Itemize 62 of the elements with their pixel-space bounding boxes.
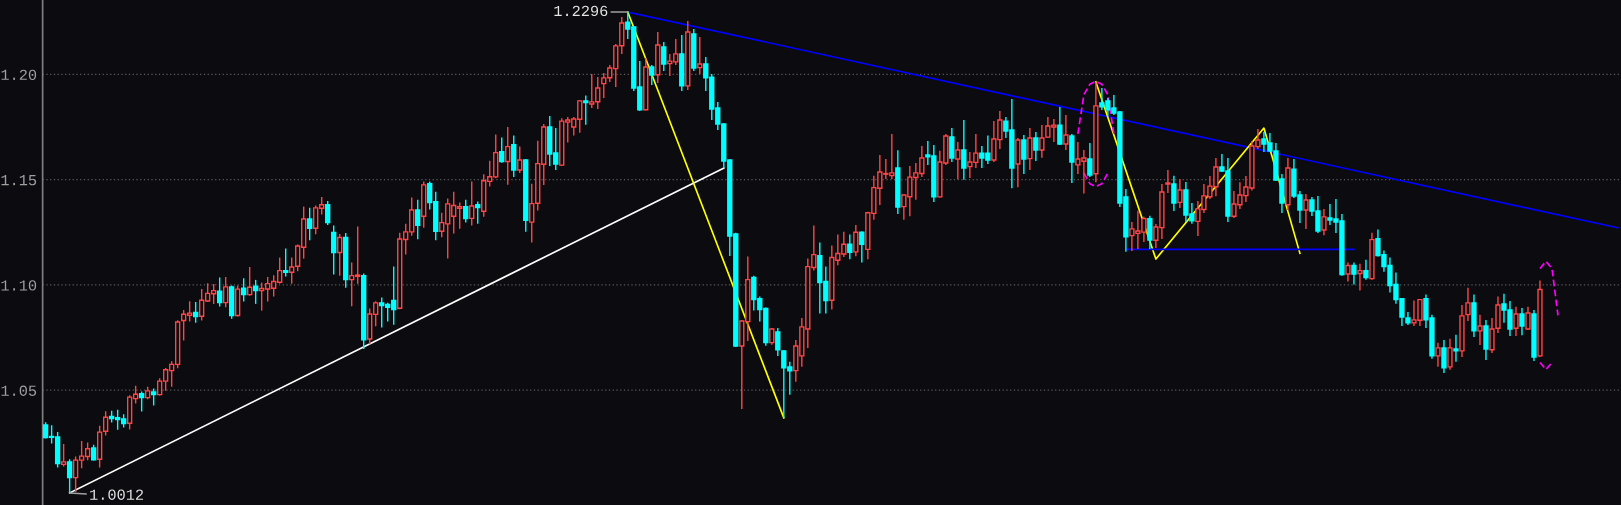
- candlestick: [661, 41, 667, 72]
- candlestick: [463, 198, 469, 224]
- y-tick-label: 1.20: [1, 69, 37, 81]
- candlestick: [505, 126, 511, 186]
- candlestick: [325, 200, 331, 226]
- candlestick: [1465, 286, 1471, 322]
- candlestick: [1441, 339, 1447, 374]
- candlestick: [1057, 106, 1063, 146]
- candlestick: [1171, 174, 1177, 212]
- annotation: 1.0012: [90, 489, 144, 500]
- candlestick: [1519, 307, 1525, 336]
- candlestick: [307, 207, 313, 241]
- candlestick: [331, 224, 337, 276]
- candlestick: [961, 119, 967, 181]
- y-tick-label: 1.15: [1, 175, 37, 186]
- candlestick: [415, 198, 421, 240]
- candlestick: [847, 233, 853, 260]
- candlestick: [469, 180, 475, 227]
- candlestick: [1177, 178, 1183, 209]
- candlestick: [66, 458, 73, 494]
- candlestick: [1345, 261, 1351, 283]
- candlestick: [1147, 214, 1153, 250]
- candlestick: [1453, 334, 1459, 363]
- candlestick: [697, 36, 703, 75]
- candlestick: [499, 136, 505, 164]
- candlestick: [1303, 193, 1309, 230]
- annotation: 1.2296: [554, 5, 608, 17]
- candlestick: [138, 390, 145, 413]
- candlestick: [192, 301, 199, 324]
- candlestick: [853, 224, 859, 257]
- candlestick: [1063, 114, 1069, 151]
- candlestick: [1357, 262, 1363, 292]
- candlestick: [1513, 306, 1519, 337]
- candlestick: [216, 276, 223, 308]
- line-series: [1077, 80, 1115, 135]
- candlestick: [241, 277, 247, 303]
- candlestick: [1351, 261, 1357, 286]
- candlestick: [222, 276, 229, 308]
- candlestick: [1477, 314, 1483, 346]
- candlestick: [1087, 142, 1093, 178]
- candlestick: [1483, 319, 1489, 361]
- candlestick: [649, 64, 655, 86]
- candlestick: [583, 94, 589, 126]
- candlestick: [775, 327, 781, 357]
- candlestick: [1021, 134, 1027, 175]
- candlestick: [1435, 342, 1441, 368]
- candlestick: [1027, 127, 1033, 171]
- candlestick: [1321, 208, 1327, 236]
- candlestick: [283, 247, 289, 278]
- candlestick: [1363, 258, 1369, 281]
- candlestick: [859, 230, 865, 264]
- candlestick: [517, 145, 523, 174]
- candlestick: [949, 127, 955, 163]
- candlestick: [1165, 169, 1171, 194]
- candlestick: [60, 443, 67, 468]
- candlestick: [955, 141, 961, 180]
- candlestick: [1447, 338, 1453, 371]
- y-tick-label: 1.05: [1, 385, 37, 396]
- candlestick: [1033, 131, 1039, 162]
- candlestick: [337, 233, 343, 277]
- candlestick: [475, 200, 481, 225]
- y-tick-label: 1.10: [1, 280, 37, 291]
